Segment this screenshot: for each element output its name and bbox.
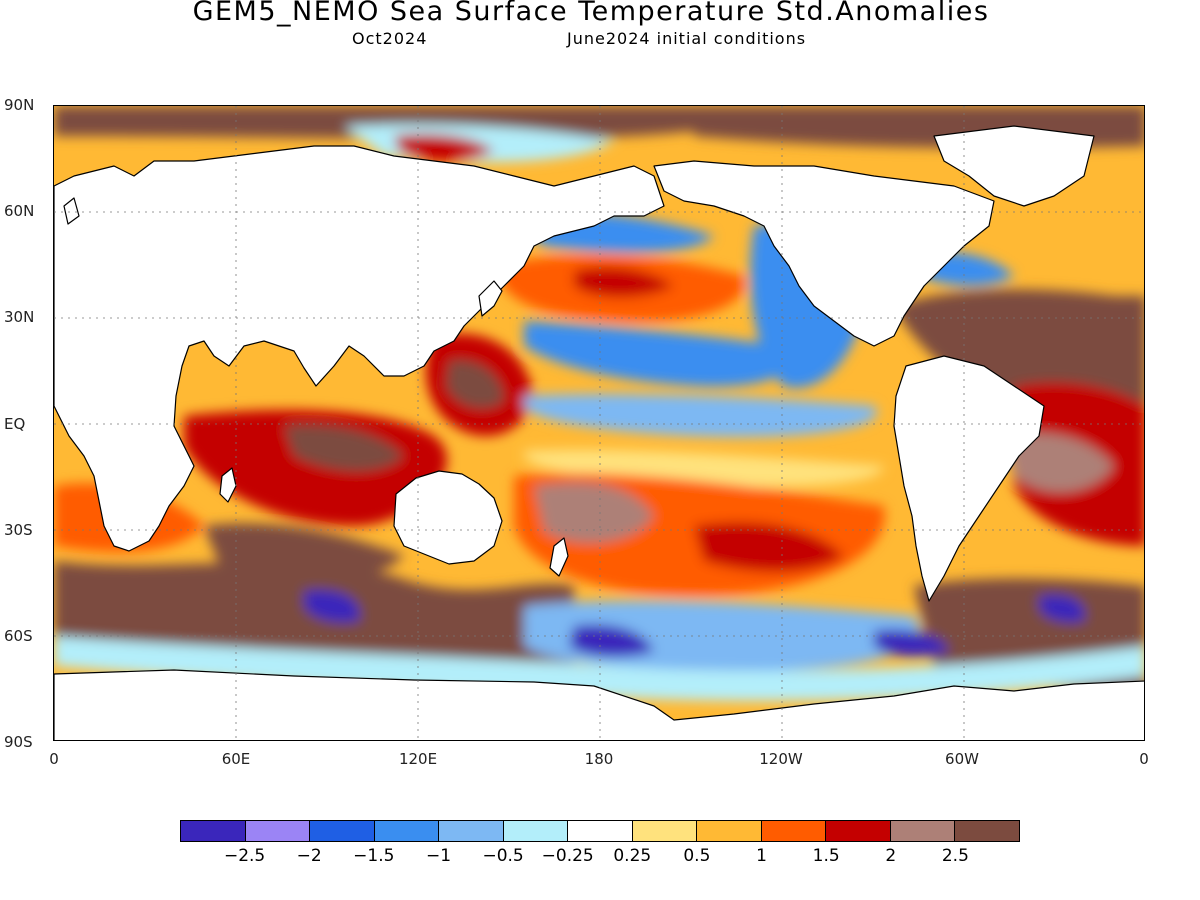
map-title: GEM5_NEMO Sea Surface Temperature Std.An…	[192, 0, 990, 27]
colorbar-segment	[568, 821, 633, 841]
colorbar-segment	[374, 821, 440, 841]
colorbar-label: 2.5	[941, 846, 969, 866]
colorbar	[180, 820, 1020, 842]
japan-land	[478, 280, 503, 317]
lat-label-90n: 90N	[4, 96, 35, 114]
lon-label-120e: 120E	[398, 750, 438, 768]
graticule	[54, 106, 1144, 740]
lon-label-60e: 60E	[221, 750, 251, 768]
lon-label-0: 0	[49, 750, 59, 768]
colorbar-segment	[439, 821, 504, 841]
uk-land	[63, 197, 80, 225]
lon-label-180: 180	[584, 750, 614, 768]
colorbar-label: 1.5	[812, 846, 840, 866]
new-zealand-land	[549, 537, 569, 577]
lat-label-30n: 30N	[4, 308, 35, 326]
colorbar-segment	[826, 821, 891, 841]
colorbar-segment	[697, 821, 762, 841]
colorbar-label: 1	[756, 846, 767, 866]
colorbar-segment	[632, 821, 698, 841]
colorbar-segment	[890, 821, 956, 841]
colorbar-label: −0.5	[482, 846, 524, 866]
land-masses	[54, 125, 1144, 740]
colorbar-label: −0.25	[541, 846, 594, 866]
colorbar-label: −2.5	[223, 846, 266, 866]
colorbar-label: 0.25	[613, 846, 652, 866]
lon-label-60w: 60W	[945, 750, 979, 768]
lat-label-60n: 60N	[4, 202, 35, 220]
lon-label-0-east: 0	[1139, 750, 1149, 768]
madagascar-land	[219, 467, 237, 503]
valid-month-label: Oct2024	[352, 29, 428, 48]
colorbar-label: 0.5	[683, 846, 711, 866]
sst-anomaly-map	[53, 105, 1145, 741]
colorbar-label: −1	[425, 846, 452, 866]
lat-label-90s: 90S	[4, 733, 33, 751]
lat-label-60s: 60S	[4, 627, 33, 645]
colorbar-segment	[761, 821, 827, 841]
colorbar-label: −2	[296, 846, 322, 866]
colorbar-segment	[955, 821, 1019, 841]
colorbar-segment	[503, 821, 569, 841]
colorbar-segment	[181, 821, 246, 841]
lon-label-120w: 120W	[759, 750, 803, 768]
australia-land	[393, 470, 503, 565]
lat-label-eq: EQ	[4, 415, 26, 433]
initial-conditions-label: June2024 initial conditions	[567, 29, 807, 48]
colorbar-segment	[310, 821, 375, 841]
colorbar-label: 2	[885, 846, 897, 866]
lat-label-30s: 30S	[4, 521, 33, 539]
south-america-land	[893, 355, 1045, 602]
antarctica-land	[54, 669, 1144, 740]
north-america-land	[653, 160, 995, 347]
greenland-land	[933, 125, 1095, 207]
eurasia-africa-land	[54, 145, 665, 552]
colorbar-segment	[245, 821, 311, 841]
colorbar-label: −1.5	[353, 846, 395, 866]
